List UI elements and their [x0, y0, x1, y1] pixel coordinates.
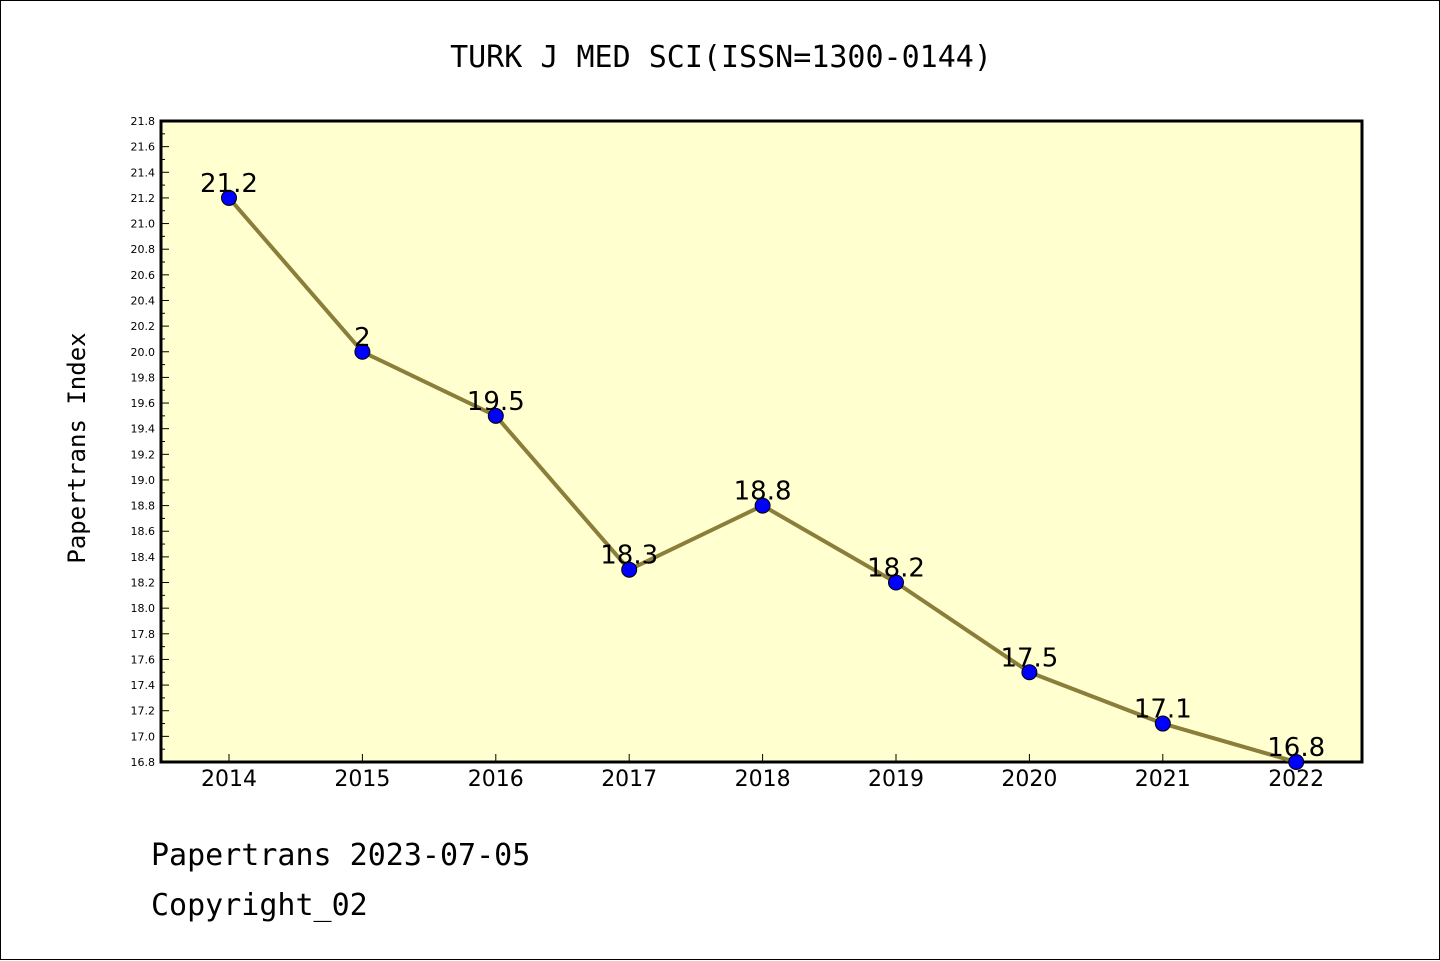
y-tick-label: 21.0 — [131, 218, 156, 231]
y-tick-label: 21.6 — [131, 141, 156, 154]
y-tick-label: 18.0 — [131, 602, 156, 615]
data-label: 18.2 — [867, 554, 925, 584]
y-tick-label: 18.4 — [131, 551, 156, 564]
data-point — [354, 343, 371, 360]
data-label: 17.1 — [1134, 695, 1192, 725]
y-tick-label: 19.8 — [131, 371, 156, 384]
y-tick-label: 20.2 — [131, 320, 156, 333]
y-tick-label: 20.6 — [131, 269, 156, 282]
data-label: 17.5 — [1000, 643, 1058, 673]
data-label: 16.8 — [1267, 733, 1325, 763]
y-tick-label: 17.2 — [131, 705, 156, 718]
x-tick-label: 2014 — [201, 767, 257, 792]
x-axis-ticks: 2014 2015 2016 2017 2018 2019 2020 2021 2022 — [201, 754, 1324, 792]
y-tick-label: 16.8 — [131, 756, 156, 769]
y-tick-label: 18.8 — [131, 500, 156, 513]
y-tick-label: 19.4 — [131, 423, 156, 436]
data-point — [221, 189, 237, 206]
y-tick-label: 17.8 — [131, 628, 156, 641]
x-tick-label: 2021 — [1135, 767, 1191, 792]
data-point — [1154, 715, 1171, 732]
y-tick-label: 21.2 — [131, 192, 156, 205]
y-axis-label: Papertrans Index — [63, 332, 91, 563]
y-tick-label: 18.6 — [131, 525, 156, 538]
y-tick-label: 19.2 — [131, 448, 156, 461]
data-label: 2 — [354, 323, 371, 353]
x-tick-label: 2020 — [1001, 767, 1057, 792]
data-labels: 21.2 2 19.5 18.3 18.8 18.2 17.5 17.1 16.8 — [200, 169, 1325, 763]
footer-date: Papertrans 2023-07-05 — [151, 838, 530, 873]
footer-copyright: Copyright_02 — [151, 888, 368, 923]
y-tick-label: 21.4 — [131, 166, 156, 179]
data-label: 18.8 — [734, 477, 792, 507]
data-point — [888, 574, 904, 591]
data-point — [754, 497, 771, 514]
x-tick-label: 2017 — [601, 767, 657, 792]
y-tick-label: 17.4 — [131, 679, 156, 692]
data-points — [221, 189, 1305, 770]
y-tick-label: 17.0 — [131, 730, 156, 743]
y-tick-label: 17.6 — [131, 653, 156, 666]
data-label: 21.2 — [200, 169, 258, 199]
data-point — [487, 407, 504, 424]
x-tick-label: 2019 — [868, 767, 924, 792]
plot-area — [159, 119, 1364, 764]
data-label: 19.5 — [467, 387, 525, 417]
data-point — [1021, 664, 1038, 681]
x-tick-label: 2016 — [468, 767, 524, 792]
data-point — [1288, 754, 1305, 770]
y-tick-label: 20.4 — [131, 294, 156, 307]
y-tick-label: 20.8 — [131, 243, 156, 256]
y-tick-label: 18.2 — [131, 577, 156, 590]
y-tick-label: 21.8 — [131, 115, 156, 128]
x-tick-label: 2018 — [735, 767, 791, 792]
y-tick-label: 19.0 — [131, 474, 156, 487]
chart-title: TURK J MED SCI(ISSN=1300-0144) — [450, 40, 992, 75]
data-label: 18.3 — [600, 541, 658, 571]
x-tick-label: 2022 — [1268, 767, 1324, 792]
x-tick-label: 2015 — [334, 767, 390, 792]
y-axis-ticks: 16.8 17.0 17.2 17.4 17.6 17.8 18.0 18.2 18.4 18.6… — [131, 115, 169, 769]
data-point — [621, 561, 638, 578]
y-tick-label: 20.0 — [131, 346, 156, 359]
y-tick-label: 19.6 — [131, 397, 156, 410]
